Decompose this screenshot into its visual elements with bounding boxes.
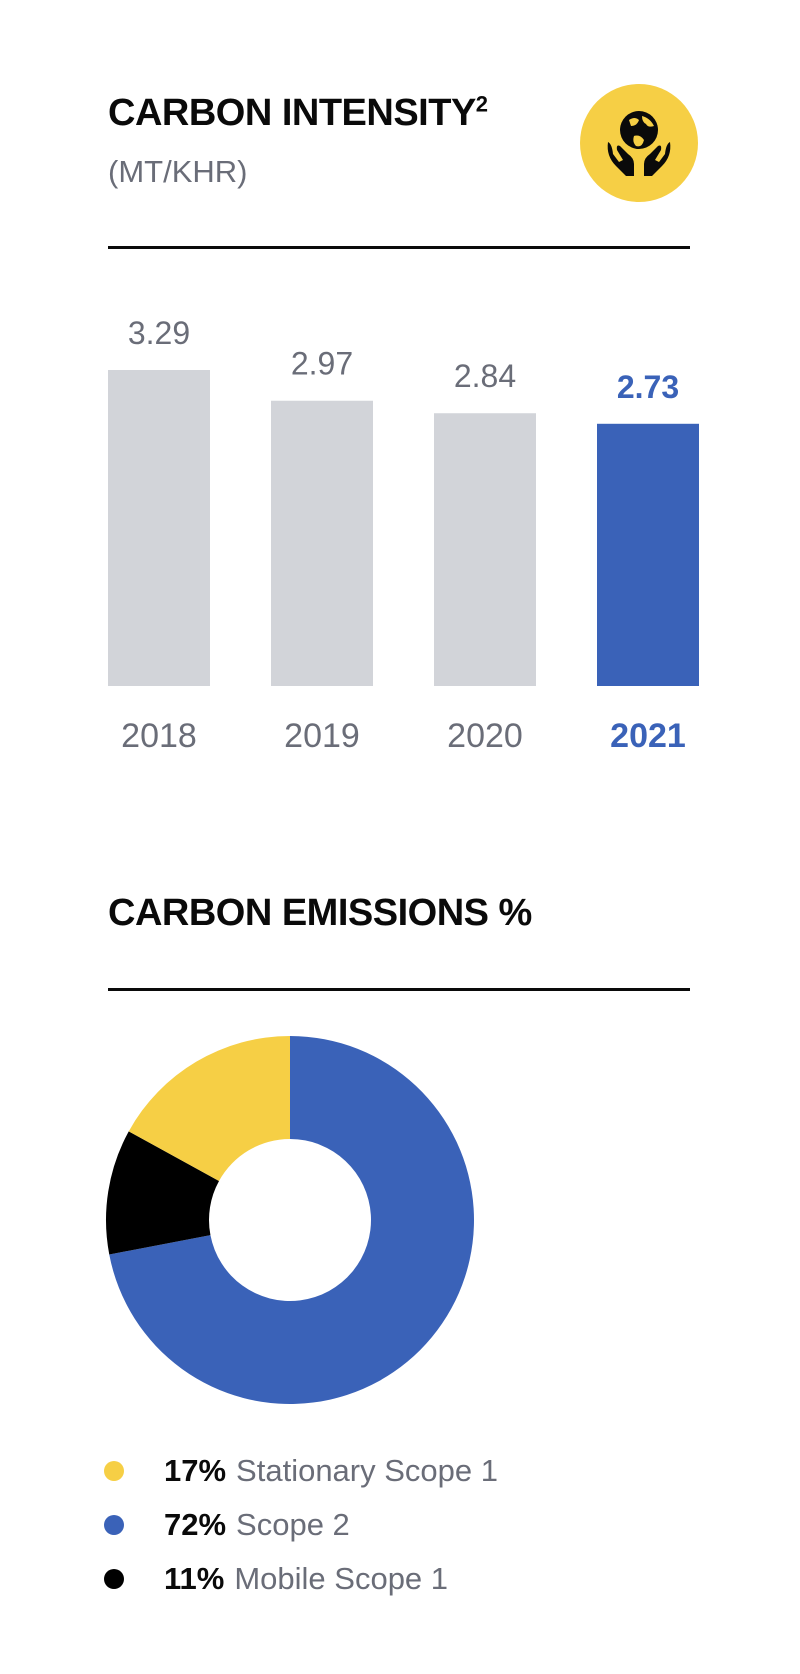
legend-dot xyxy=(104,1515,124,1535)
intensity-unit: (MT/KHR) xyxy=(108,154,248,189)
bar-2019 xyxy=(271,400,373,686)
legend-label: Scope 2 xyxy=(236,1507,350,1542)
slice-scope-2 xyxy=(109,1036,474,1404)
bar-value-label: 2.84 xyxy=(454,358,516,394)
intensity-title: CARBON INTENSITY2 xyxy=(108,92,488,135)
bar-2021 xyxy=(597,423,699,686)
legend-label: Stationary Scope 1 xyxy=(236,1453,498,1488)
legend-dot xyxy=(104,1569,124,1589)
bar-value-label: 2.97 xyxy=(291,346,353,382)
intensity-title-text: CARBON INTENSITY xyxy=(108,92,476,134)
bar-value-label: 3.29 xyxy=(128,315,190,351)
bar-2020 xyxy=(434,413,536,686)
legend-percent: 11% xyxy=(164,1561,225,1596)
legend-label: Mobile Scope 1 xyxy=(234,1561,449,1596)
bar-2018 xyxy=(108,370,210,686)
slice-mobile-scope-1 xyxy=(106,1131,220,1255)
intensity-divider xyxy=(108,246,690,249)
bar-value-label: 2.73 xyxy=(617,369,679,405)
globe-in-hands-icon xyxy=(580,84,698,202)
legend-dot xyxy=(104,1461,124,1481)
carbon-intensity-bar-chart: 3.29 2018 2.97 2019 2.84 2020 2.73 2021 xyxy=(108,315,699,755)
legend-item: 17% Stationary Scope 1 xyxy=(104,1444,498,1498)
intensity-title-footnote: 2 xyxy=(475,91,488,117)
legend-percent: 17% xyxy=(164,1453,227,1488)
emissions-title: CARBON EMISSIONS % xyxy=(108,892,532,934)
legend-item: 11% Mobile Scope 1 xyxy=(104,1552,498,1606)
emissions-legend: 17% Stationary Scope 1 72% Scope 2 11% M… xyxy=(104,1444,498,1606)
slice-stationary-scope-1 xyxy=(128,1036,290,1181)
emissions-divider xyxy=(108,988,690,991)
legend-item: 72% Scope 2 xyxy=(104,1498,498,1552)
x-tick-label: 2021 xyxy=(610,717,686,755)
x-tick-label: 2019 xyxy=(284,717,360,755)
x-tick-label: 2020 xyxy=(447,717,523,755)
legend-percent: 72% xyxy=(164,1507,227,1542)
carbon-emissions-donut-chart xyxy=(106,1036,474,1404)
x-tick-label: 2018 xyxy=(121,717,197,755)
